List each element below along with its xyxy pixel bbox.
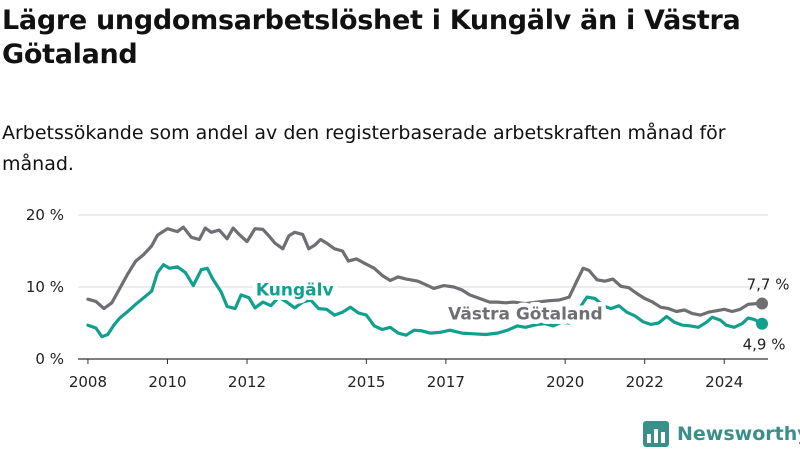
series-lines [86,225,769,339]
x-tick-label: 2012 [228,373,266,391]
x-tick-label: 2022 [626,373,664,391]
series-label-kungalv-halo: Kungälv [256,281,334,301]
y-tick-label: 20 % [26,206,64,224]
newsworthy-brand: Newsworthy [643,419,800,449]
x-tick-label: 2010 [148,373,186,391]
end-label-kungalv: 4,9 % [743,336,786,354]
chart-title: Lägre ungdomsarbetslöshet i Kungälv än i… [2,5,741,70]
x-tick-label: 2015 [347,373,385,391]
newsworthy-logo-icon [643,421,669,447]
x-tick-label: 2008 [69,373,107,391]
brand-name: Newsworthy [677,423,800,445]
x-tick-label: 2024 [705,373,743,391]
x-axis: 2008 2010 2012 2015 2017 2020 2022 2024 [69,358,768,391]
gridlines [78,214,768,288]
series-label-kungalv: Kungälv [256,281,334,301]
end-point-vastra-gotaland [756,297,769,310]
end-point-kungalv [756,317,769,330]
series-label-vastra-gotaland: Västra Götaland [448,304,603,324]
series-line-vastra-gotaland [86,225,764,317]
chart-subtitle: Arbetssökande som andel av den registerb… [2,122,726,175]
end-label-vastra-gotaland: 7,7 % [747,276,790,294]
x-tick-label: 2017 [427,373,465,391]
y-tick-label: 0 % [35,350,64,368]
x-tick-label: 2020 [546,373,584,391]
y-axis-ticks: 0 % 10 % 20 % [26,206,64,368]
series-line-kungalv [86,263,764,339]
series-label-vastra-gotaland-halo: Västra Götaland [448,304,603,324]
y-tick-label: 10 % [26,278,64,296]
